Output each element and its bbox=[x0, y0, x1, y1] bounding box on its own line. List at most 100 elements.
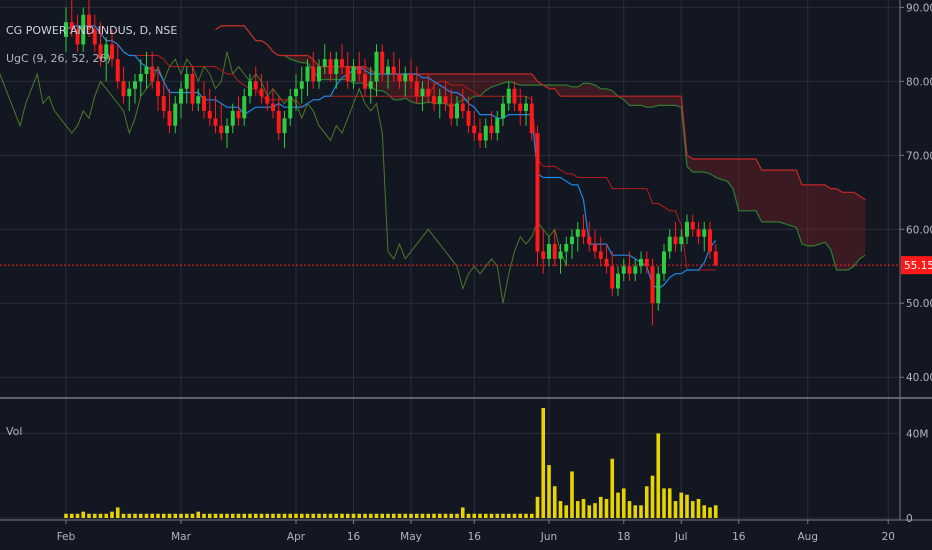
candle-body bbox=[656, 273, 661, 304]
volume-bar bbox=[179, 513, 183, 518]
volume-bar bbox=[311, 513, 316, 518]
candle-body bbox=[541, 251, 546, 259]
candle-body bbox=[633, 266, 638, 274]
candle-body bbox=[133, 81, 137, 89]
candle-body bbox=[512, 88, 517, 104]
volume-bar bbox=[87, 513, 91, 518]
volume-bar bbox=[673, 501, 678, 518]
candle-body bbox=[495, 118, 500, 134]
candle-body bbox=[317, 66, 321, 82]
candle-body bbox=[449, 103, 454, 119]
candle-body bbox=[81, 14, 86, 45]
candle-body bbox=[190, 73, 195, 104]
volume-bar bbox=[460, 507, 465, 518]
candle-body bbox=[219, 125, 224, 134]
candle-body bbox=[489, 125, 494, 134]
volume-bar bbox=[357, 513, 362, 518]
volume-bar bbox=[587, 505, 592, 518]
volume-bar bbox=[340, 513, 344, 518]
volume-bar bbox=[92, 513, 97, 518]
volume-bar bbox=[69, 513, 74, 518]
candle-body bbox=[207, 110, 212, 119]
candle-body bbox=[161, 96, 166, 111]
volume-bar bbox=[506, 513, 511, 518]
symbol-title[interactable]: CG POWER AND INDUS, D, NSE bbox=[6, 24, 178, 37]
candle-body bbox=[253, 81, 258, 89]
volume-bar bbox=[708, 507, 712, 518]
indicator-label[interactable]: UgC (9, 26, 52, 26) bbox=[6, 52, 111, 65]
candle-body bbox=[64, 22, 68, 37]
x-tick-label: Feb bbox=[57, 531, 76, 543]
volume-bar bbox=[253, 513, 258, 518]
candle-body bbox=[276, 110, 281, 134]
volume-label[interactable]: Vol bbox=[6, 425, 23, 438]
volume-bar bbox=[662, 488, 666, 518]
x-tick-label: Jul bbox=[674, 531, 688, 543]
tenkan-line bbox=[65, 25, 717, 290]
candle-body bbox=[466, 110, 471, 126]
candle-body bbox=[460, 103, 465, 111]
candle-body bbox=[144, 66, 149, 74]
candle-body bbox=[236, 110, 241, 119]
candle-body bbox=[328, 59, 333, 74]
volume-bar bbox=[305, 513, 310, 518]
candle-body bbox=[202, 96, 206, 111]
volume-bar bbox=[328, 513, 333, 518]
candle-body bbox=[299, 81, 304, 89]
volume-tick-label: 40M bbox=[906, 428, 928, 440]
candle-body bbox=[322, 59, 327, 67]
volume-bar bbox=[173, 513, 178, 518]
x-tick-label: 16 bbox=[732, 531, 746, 543]
volume-bar bbox=[656, 433, 661, 518]
volume-bar bbox=[420, 513, 425, 518]
senkou-span-a bbox=[215, 25, 866, 271]
volume-bar bbox=[489, 513, 494, 518]
chikou-span bbox=[0, 51, 567, 304]
candle-body bbox=[179, 88, 183, 104]
candle-body bbox=[265, 96, 270, 104]
volume-bar bbox=[345, 513, 350, 518]
volume-bar bbox=[317, 513, 321, 518]
volume-bar bbox=[449, 513, 454, 518]
candle-body bbox=[98, 44, 103, 60]
volume-bar bbox=[374, 513, 379, 518]
candle-body bbox=[75, 29, 80, 45]
volume-bar bbox=[685, 494, 689, 518]
volume-bar bbox=[702, 505, 707, 518]
volume-bar bbox=[322, 513, 327, 518]
candle-body bbox=[598, 251, 603, 259]
candle-body bbox=[409, 73, 413, 82]
volume-bar bbox=[426, 513, 431, 518]
volume-bar bbox=[575, 501, 580, 518]
candle-body bbox=[621, 266, 626, 274]
volume-bar bbox=[271, 513, 275, 518]
candle-body bbox=[196, 96, 201, 104]
candle-body bbox=[685, 221, 689, 237]
y-tick-label: 70.00 bbox=[906, 150, 932, 162]
candle-body bbox=[225, 125, 229, 134]
candle-body bbox=[524, 103, 528, 111]
volume-bar bbox=[156, 513, 160, 518]
candle-body bbox=[368, 81, 373, 89]
volume-bar bbox=[121, 513, 126, 518]
candle-body bbox=[374, 51, 379, 82]
indicator-lines bbox=[0, 25, 900, 304]
candle-body bbox=[564, 244, 569, 252]
volume-bar bbox=[167, 513, 172, 518]
volume-bar bbox=[495, 513, 500, 518]
candle-body bbox=[156, 81, 160, 97]
volume-bar bbox=[299, 513, 304, 518]
x-tick-label: Aug bbox=[797, 531, 818, 543]
candle-body bbox=[662, 251, 666, 274]
candle-body bbox=[420, 88, 425, 97]
x-tick-label: Mar bbox=[171, 531, 191, 543]
volume-bar bbox=[288, 513, 293, 518]
volume-bar bbox=[621, 488, 626, 518]
candle-body bbox=[627, 266, 632, 274]
y-tick-label: 80.00 bbox=[906, 76, 932, 88]
volume-bar bbox=[501, 513, 505, 518]
volume-bar bbox=[368, 513, 373, 518]
candle-body bbox=[414, 81, 419, 97]
